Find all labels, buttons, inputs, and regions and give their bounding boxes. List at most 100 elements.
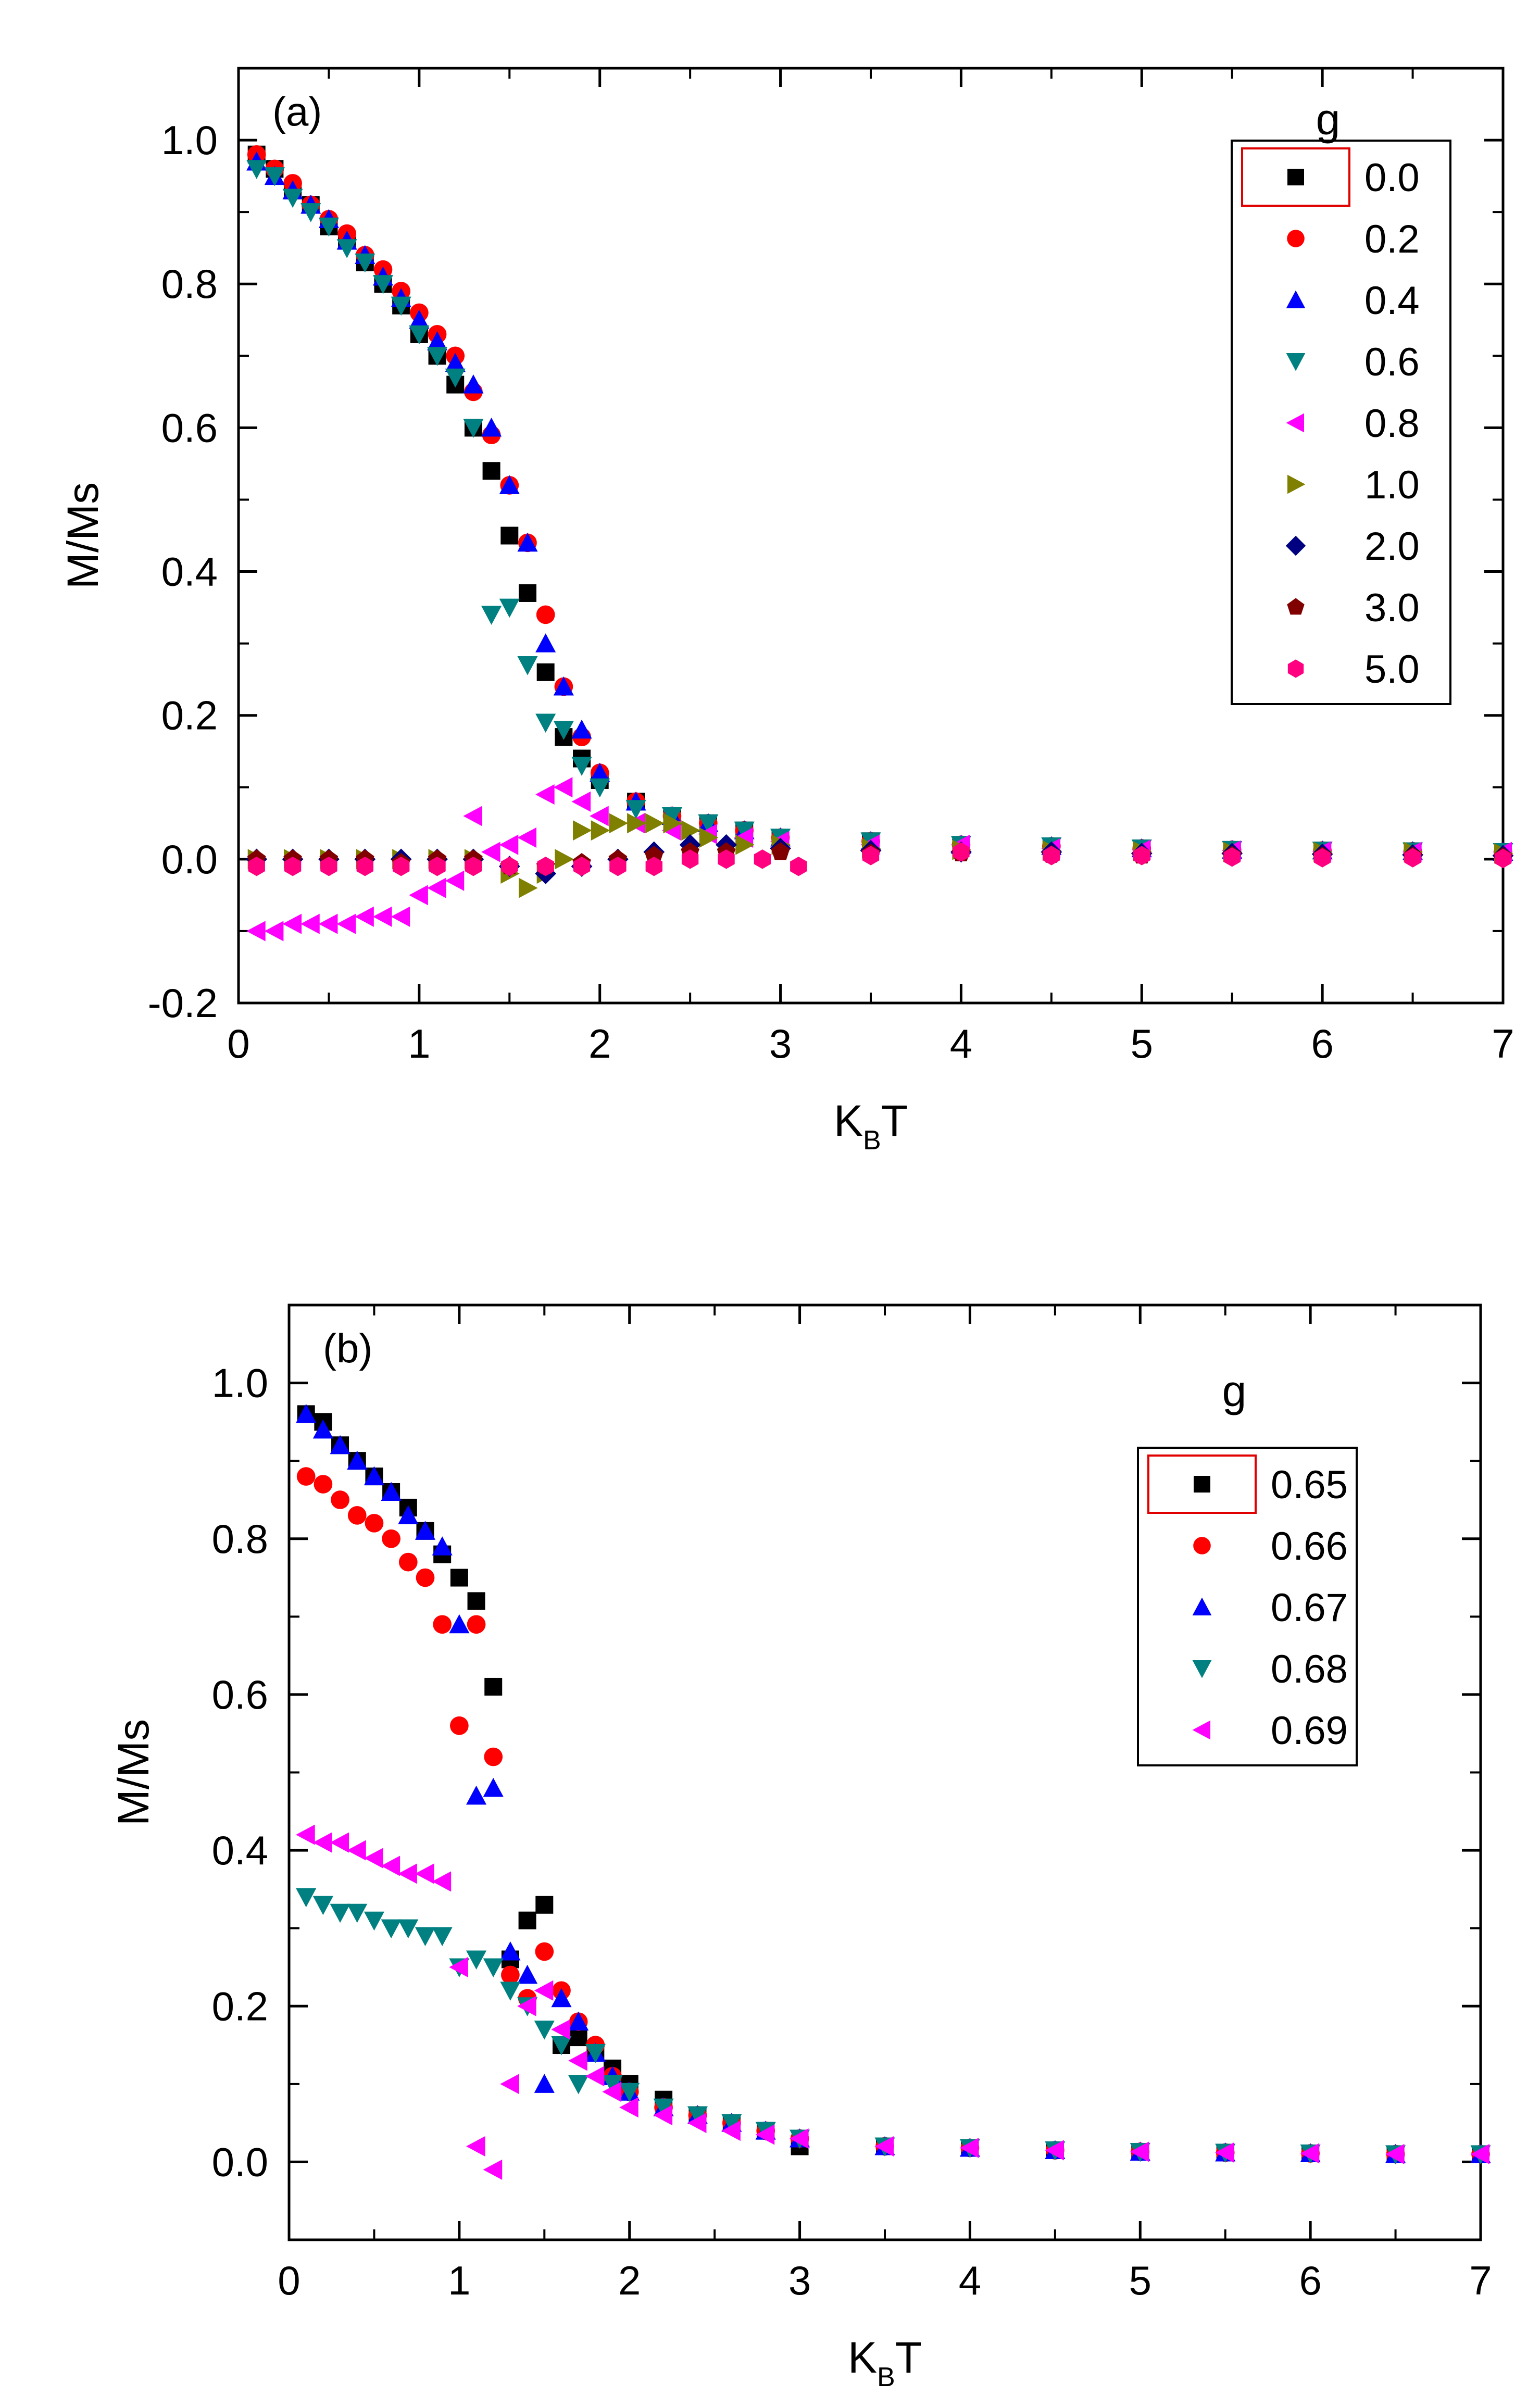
data-point	[445, 870, 465, 891]
data-point	[246, 160, 267, 179]
data-point	[500, 526, 519, 545]
series-0.69	[296, 1824, 1489, 2180]
y-tick-label: 0.4	[161, 549, 218, 595]
data-point	[590, 806, 609, 826]
data-point	[645, 846, 663, 864]
legend-label: 0.67	[1271, 1586, 1348, 1630]
data-point	[790, 857, 807, 876]
data-point	[568, 2011, 589, 2031]
data-point	[463, 806, 482, 826]
data-point	[551, 1988, 572, 2008]
data-point	[427, 877, 446, 898]
x-tick-label: 0	[227, 1021, 249, 1067]
data-point	[1215, 2142, 1234, 2163]
data-point	[409, 325, 430, 345]
y-tick-label: 0.6	[161, 405, 218, 450]
data-point	[391, 906, 410, 927]
data-point	[356, 857, 373, 876]
legend-marker	[1192, 1720, 1210, 1740]
data-point	[645, 813, 665, 834]
x-tick-label: 2	[618, 2258, 641, 2303]
data-point	[1130, 2141, 1149, 2162]
data-point	[534, 1980, 554, 2001]
data-point	[721, 2114, 742, 2134]
data-point	[347, 1903, 368, 1923]
data-point	[301, 203, 321, 222]
data-point	[312, 1832, 332, 1853]
data-point	[585, 2066, 605, 2087]
data-point	[535, 713, 556, 733]
legend-frame	[1137, 1447, 1358, 1766]
data-point	[355, 906, 374, 927]
data-point	[382, 1529, 400, 1548]
data-point	[653, 2105, 673, 2126]
data-point	[1043, 846, 1060, 866]
data-point	[320, 857, 337, 876]
data-point	[687, 2106, 708, 2126]
data-point	[518, 584, 536, 602]
data-point	[318, 913, 338, 934]
data-point	[398, 1863, 417, 1884]
data-point	[364, 1911, 384, 1931]
y-tick-label: 0.2	[161, 693, 218, 738]
data-point	[517, 532, 538, 552]
data-point	[681, 820, 700, 841]
x-tick-label: 7	[1492, 1021, 1514, 1067]
legend-marker	[1286, 413, 1304, 433]
legend-frame	[1231, 140, 1451, 705]
chart-a: 0 1 2 3 4 5 6 7 -0.2 0.0 0.2 0.4 0.6 0.8 1.0 (a) M/Ms KBT…	[58, 67, 1514, 1156]
data-point	[449, 1614, 470, 1634]
data-point	[1313, 848, 1331, 868]
data-point	[296, 1403, 317, 1423]
data-point	[619, 2097, 638, 2118]
data-point	[1494, 848, 1512, 869]
y-tick-label: 0.2	[212, 1983, 268, 2029]
data-point	[602, 2075, 623, 2095]
data-point	[264, 167, 285, 186]
data-point	[874, 2136, 894, 2157]
data-point	[687, 2113, 707, 2134]
legend-label: 5.0	[1364, 647, 1420, 692]
data-point	[466, 1785, 487, 1805]
data-point	[755, 2124, 775, 2145]
data-point	[330, 1832, 349, 1853]
legend: g 0.65 0.66 0.67 0.68 0.69	[1137, 1366, 1358, 1766]
data-point	[391, 296, 411, 316]
x-tick-label: 6	[1299, 2258, 1321, 2303]
x-tick-label: 1	[448, 2258, 470, 2303]
data-point	[555, 849, 574, 870]
data-point	[445, 368, 466, 388]
legend-marker	[1193, 1537, 1211, 1554]
data-point	[415, 1521, 436, 1540]
data-point	[790, 2128, 809, 2149]
legend-marker	[1194, 1476, 1210, 1493]
data-point	[312, 1419, 333, 1439]
chart-b: 0 1 2 3 4 5 6 70.00.20.40.60.81.0(b)M/MsKBTg0.6…	[109, 1303, 1492, 2392]
data-point	[569, 2028, 587, 2047]
data-point	[590, 778, 610, 798]
data-point	[450, 1569, 468, 1587]
data-point	[573, 820, 592, 841]
data-point	[718, 849, 735, 869]
y-axis-title: M/Ms	[109, 1719, 158, 1826]
x-axis-title-subscript: B	[877, 2362, 895, 2392]
data-point	[372, 906, 392, 927]
data-point	[1133, 846, 1150, 866]
data-point	[609, 857, 627, 876]
data-point	[771, 842, 790, 860]
data-point	[393, 857, 410, 876]
legend-title: g	[1316, 95, 1341, 144]
legend: g 0.0 0.2 0.4 0.6 0.8 1.0 2.0 3.0 5.0	[1231, 95, 1451, 705]
data-point	[499, 598, 520, 618]
data-point	[699, 827, 719, 848]
data-point	[721, 2121, 741, 2141]
y-tick-label: 1.0	[212, 1360, 268, 1406]
y-tick-label: 0.8	[212, 1516, 268, 1562]
data-point	[517, 656, 538, 675]
data-point	[282, 189, 303, 208]
data-point	[481, 417, 502, 437]
legend-marker	[1287, 598, 1305, 615]
series-5.0	[248, 842, 1512, 876]
data-point	[466, 1950, 487, 1970]
